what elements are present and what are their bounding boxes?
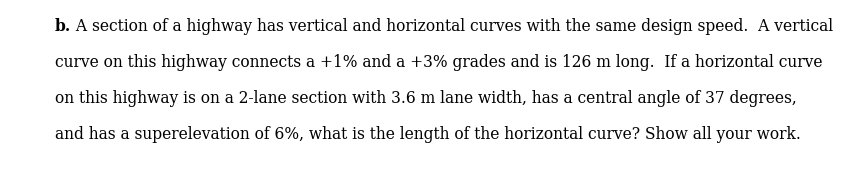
Text: A section of a highway has vertical and horizontal curves with the same design s: A section of a highway has vertical and …: [71, 18, 833, 35]
Text: and has a superelevation of 6%, what is the length of the horizontal curve? Show: and has a superelevation of 6%, what is …: [55, 126, 801, 143]
Text: b.: b.: [55, 18, 71, 35]
Text: on this highway is on a 2-lane section with 3.6 m lane width, has a central angl: on this highway is on a 2-lane section w…: [55, 90, 797, 107]
Text: curve on this highway connects a +1% and a +3% grades and is 126 m long.  If a h: curve on this highway connects a +1% and…: [55, 54, 823, 71]
